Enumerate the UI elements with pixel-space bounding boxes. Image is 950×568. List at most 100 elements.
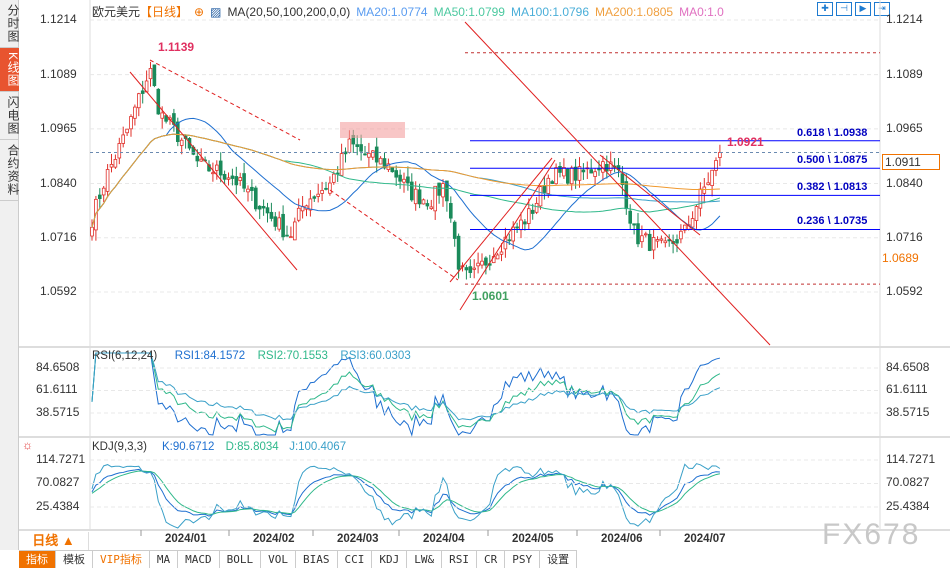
- candle: [577, 166, 582, 181]
- candle: [105, 169, 110, 192]
- kdj-k-line: [91, 468, 720, 517]
- rsi1-value: RSI1:84.1572: [174, 350, 246, 362]
- candle: [690, 218, 695, 228]
- candle: [608, 161, 613, 171]
- candle: [425, 203, 430, 207]
- sidebar-tab-0[interactable]: 分时图: [0, 0, 20, 48]
- ma50-line: [91, 133, 721, 228]
- candle: [620, 173, 625, 186]
- candle: [523, 221, 527, 225]
- crosshair-toggle-icon[interactable]: ⊕: [194, 5, 205, 19]
- candle: [409, 181, 414, 201]
- rsi-tick-right: 61.6111: [886, 382, 928, 397]
- candle: [179, 139, 184, 146]
- candle: [156, 88, 161, 115]
- candle: [230, 175, 235, 179]
- candle: [659, 238, 664, 241]
- indicator-tab-8[interactable]: CCI: [338, 551, 373, 568]
- candle: [363, 153, 367, 156]
- candle: [702, 186, 707, 194]
- indicator-tab-4[interactable]: MACD: [178, 551, 220, 568]
- indicator-tab-9[interactable]: KDJ: [372, 551, 408, 568]
- price-tick-right: 1.0965: [886, 120, 923, 135]
- candle: [640, 235, 644, 243]
- trend-line: [329, 189, 459, 281]
- candle: [663, 240, 668, 244]
- indicator-toolbar: 指标 模板 VIP指标 MA MACD BOLL VOL BIAS CCI KDJ LW& RSI CR…: [19, 550, 578, 568]
- candle: [253, 187, 258, 210]
- recent-high-annotation: 1.0921: [727, 135, 764, 149]
- candle: [359, 144, 363, 152]
- candle: [698, 188, 703, 209]
- candle: [437, 182, 441, 196]
- rsi-tick-left: 61.6111: [36, 382, 78, 397]
- candle: [370, 150, 375, 158]
- rsi-title: RSI(6,12,24): [92, 350, 158, 362]
- indicator-tab-11[interactable]: RSI: [442, 551, 477, 568]
- sidebar-tab-1[interactable]: K线图: [0, 48, 20, 93]
- ma-chart-icon[interactable]: ▨: [210, 5, 222, 19]
- rsi-tick-left: 38.5715: [36, 404, 80, 419]
- indicator-tab-0[interactable]: 指标: [19, 551, 56, 568]
- indicator-tab-12[interactable]: CR: [477, 551, 506, 568]
- candle: [710, 169, 714, 186]
- candle: [374, 146, 379, 163]
- candle: [277, 217, 281, 230]
- period-selector[interactable]: 日线 ▲: [19, 532, 89, 550]
- period-label: 【日线】: [140, 5, 189, 19]
- candle: [636, 223, 640, 245]
- zoom-range-icon[interactable]: ⊣: [836, 2, 852, 16]
- date-label: 2024/03: [337, 533, 379, 545]
- kdj-d-line: [91, 470, 721, 515]
- candle: [238, 177, 243, 181]
- crosshair-icon[interactable]: ✚: [817, 2, 833, 16]
- candle: [468, 266, 473, 273]
- candle: [117, 143, 122, 159]
- indicator-tab-13[interactable]: PSY: [505, 551, 541, 568]
- candle: [445, 180, 449, 202]
- kdj-k-value: K:90.6712: [162, 441, 215, 453]
- candle: [542, 185, 547, 193]
- fib-level-label: 0.500 \ 1.0875: [797, 154, 868, 167]
- kdj-d-value: D:85.8034: [225, 441, 279, 453]
- ma20-value: MA20:1.0774: [356, 5, 428, 19]
- ma20-line: [91, 117, 721, 251]
- candle: [316, 193, 320, 197]
- kdj-tick-left: 70.0827: [36, 475, 80, 490]
- goto-end-icon[interactable]: ⇥: [874, 2, 890, 16]
- indicator-tab-2[interactable]: VIP指标: [93, 551, 150, 568]
- kdj-j-value: J:100.4067: [289, 441, 347, 453]
- candle: [413, 188, 418, 205]
- candle: [214, 164, 219, 171]
- candle: [218, 160, 223, 176]
- indicator-tab-1[interactable]: 模板: [56, 551, 93, 568]
- kdj-tick-left: 25.4384: [36, 498, 80, 513]
- candle: [242, 173, 246, 189]
- candle: [285, 234, 289, 237]
- chart-header: 欧元美元【日线】 ⊕ ▨ MA(20,50,100,200,0,0) MA20:1.07…: [92, 3, 730, 20]
- indicator-tab-10[interactable]: LW&: [407, 551, 443, 568]
- candle: [679, 230, 683, 240]
- candle: [339, 153, 344, 176]
- candle: [632, 223, 636, 226]
- candle: [456, 235, 461, 270]
- candle: [417, 189, 422, 205]
- low-annotation: 1.0601: [472, 289, 509, 303]
- indicator-tab-6[interactable]: VOL: [261, 551, 296, 568]
- sidebar-tab-3[interactable]: 合约资料: [0, 140, 20, 202]
- candle: [452, 221, 457, 239]
- candle: [511, 226, 515, 242]
- candle: [566, 168, 570, 184]
- play-forward-icon[interactable]: ▶: [855, 2, 871, 16]
- candle: [530, 209, 535, 214]
- ma-label[interactable]: MA(20,50,100,200,0,0): [227, 5, 351, 19]
- candle: [246, 188, 250, 193]
- sidebar-tab-2[interactable]: 闪电图: [0, 92, 20, 141]
- indicator-tab-7[interactable]: BIAS: [296, 551, 338, 568]
- indicator-tab-14[interactable]: 设置: [540, 551, 578, 568]
- fib-level-label: 0.618 \ 1.0938: [797, 126, 868, 139]
- indicator-tab-3[interactable]: MA: [150, 551, 179, 568]
- candle: [647, 233, 652, 251]
- indicator-tab-5[interactable]: BOLL: [220, 551, 262, 568]
